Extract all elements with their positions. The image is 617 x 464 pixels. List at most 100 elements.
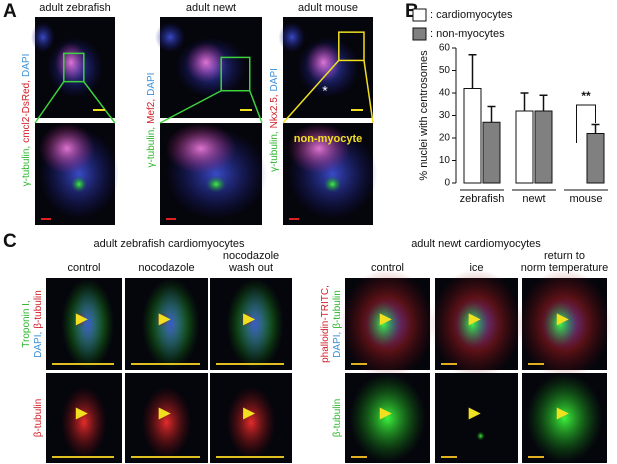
micrograph-signal: [165, 123, 237, 174]
label-part: phalloidin-TRITC,: [320, 285, 331, 363]
zoom-box: [63, 52, 85, 83]
arrowhead: [75, 313, 88, 326]
x-tick-label: newt: [522, 193, 545, 205]
arrowhead: [556, 407, 569, 420]
micrograph-signal: [71, 285, 105, 363]
label-part: cmcl2-DsRed,: [21, 80, 32, 143]
bar: [482, 121, 501, 184]
micrograph-signal: [287, 123, 351, 174]
label-part: γ-tubulin,: [146, 127, 157, 168]
micrograph-signal: [141, 386, 192, 459]
vertical-label: γ-tubulin, Mef2, DAPI: [146, 73, 157, 168]
bar: [586, 133, 605, 184]
zoom-line: [34, 81, 65, 124]
micrograph-signal: [543, 301, 578, 347]
label-part: Troponin I,: [21, 300, 32, 347]
bar: [515, 110, 534, 184]
micrograph-signal: [305, 42, 342, 83]
label-part: β-tubulin: [33, 290, 44, 329]
label-part: β-tubulin: [332, 290, 343, 329]
vertical-label: phalloidin-TRITC,: [320, 285, 331, 363]
marker: *: [322, 83, 328, 99]
label-part: Nkx2.5,: [269, 94, 280, 128]
micrograph-signal: [55, 42, 87, 83]
legend-label: : cardiomyocytes: [430, 9, 513, 21]
micrograph: [435, 373, 518, 463]
vertical-label: γ-tubulin, Nkx2.5, DAPI: [269, 68, 280, 172]
arrowhead: [468, 407, 481, 420]
micrograph-signal: [31, 22, 55, 53]
y-tick-label: 50: [439, 65, 451, 76]
zoom-box: [220, 56, 251, 92]
panel-letter: C: [3, 231, 17, 252]
vertical-label: DAPI, β-tubulin: [332, 290, 343, 358]
legend-label: : non-myocytes: [430, 28, 505, 40]
arrowhead: [556, 313, 569, 326]
vertical-label: DAPI, β-tubulin: [33, 290, 44, 358]
vertical-label: β-tubulin: [33, 399, 44, 438]
arrowhead: [379, 407, 392, 420]
arrowhead: [468, 313, 481, 326]
zoom-line: [363, 60, 374, 124]
zoom-box: [338, 31, 365, 62]
y-tick-label: 60: [439, 43, 451, 54]
legend-swatch: [412, 27, 427, 41]
micrograph-signal: [39, 123, 95, 174]
arrowhead: [243, 313, 256, 326]
micrograph-signal: [185, 42, 227, 83]
group-title: adult newt cardiomyocytes: [411, 238, 541, 250]
vertical-label: Troponin I,: [21, 300, 32, 347]
zoom-line: [282, 59, 340, 124]
vertical-label: γ-tubulin, cmcl2-DsRed, DAPI: [21, 54, 32, 187]
y-tick-label: 10: [439, 155, 451, 166]
column-title: adult mouse: [298, 2, 358, 14]
micrograph-signal: [349, 373, 426, 463]
micrograph-signal: [455, 301, 489, 347]
y-tick-label: 0: [444, 178, 450, 189]
column-title: adult newt: [186, 2, 236, 14]
micrograph-signal: [526, 373, 603, 463]
zoom-line: [159, 90, 222, 124]
zoom-line: [249, 90, 263, 124]
micrograph-signal: [476, 431, 485, 441]
y-tick-label: 20: [439, 133, 451, 144]
arrowhead: [158, 313, 171, 326]
label-part: DAPI: [146, 73, 157, 96]
column-title: adult zebrafish: [39, 2, 111, 14]
micrograph-signal: [366, 301, 401, 347]
label-part: DAPI,: [332, 332, 343, 358]
label-part: DAPI,: [33, 332, 44, 358]
legend-swatch: [412, 8, 427, 22]
micrograph-signal: [237, 285, 274, 363]
column-title: norm temperature: [521, 262, 608, 274]
micrograph-signal: [71, 176, 87, 193]
zoom-line: [83, 81, 116, 124]
group-title: adult zebrafish cardiomyocytes: [93, 238, 245, 250]
label-part: Mef2,: [146, 99, 157, 124]
label-part: β-tubulin: [33, 399, 44, 438]
y-tick-label: 40: [439, 88, 451, 99]
bar: [463, 88, 482, 184]
micrograph-signal: [152, 285, 189, 363]
y-tick-label: 30: [439, 110, 451, 121]
label-part: γ-tubulin,: [269, 131, 280, 172]
micrograph-signal: [226, 386, 276, 459]
vertical-label: β-tubulin: [332, 399, 343, 438]
bar: [534, 110, 553, 184]
column-title: nocodazole: [138, 262, 194, 274]
arrowhead: [243, 407, 256, 420]
significance-bracket: [576, 104, 596, 143]
significance-label: **: [581, 89, 591, 103]
y-axis-label: % nuclei with centrosomes: [418, 50, 430, 181]
arrowhead: [75, 407, 88, 420]
label-part: β-tubulin: [332, 399, 343, 438]
label-part: DAPI: [21, 54, 32, 77]
annotation: non-myocyte: [294, 133, 362, 145]
micrograph-signal: [323, 176, 342, 193]
x-tick-label: zebrafish: [460, 193, 505, 205]
column-title: wash out: [228, 262, 273, 274]
label-part: γ-tubulin,: [21, 146, 32, 187]
micrograph-signal: [154, 22, 186, 53]
column-title: nocodazole: [223, 250, 279, 262]
